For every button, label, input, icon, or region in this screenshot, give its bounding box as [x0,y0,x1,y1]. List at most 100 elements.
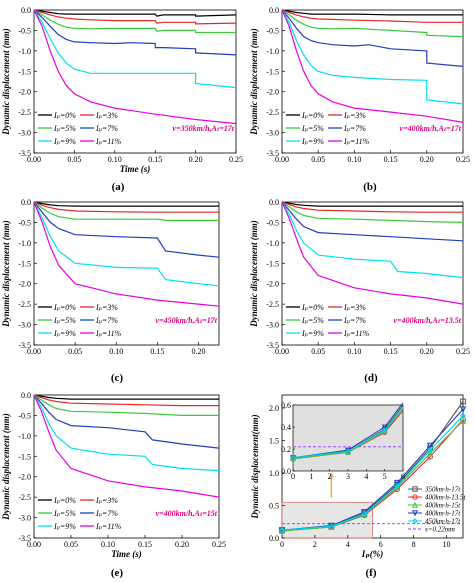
x-tick-label: 0.00 [27,155,41,164]
x-tick-label: 0.05 [68,347,82,356]
series-line [33,201,220,287]
x-tick-label: 0.15 [384,347,398,356]
plot-frame [33,201,220,346]
legend-label: Iₚ=9% [301,329,324,338]
y-tick-label: -3.5 [266,149,279,158]
y-axis-label: Dynamic displacement (mm) [1,220,11,327]
x-tick-label: 0.10 [347,347,361,356]
x-tick-label: 6 [379,540,383,549]
series-line [33,9,237,25]
panel-e: 0.00 0.05 0.10 0.15 0.20 0.25 0.0 -0.5 -1.0 -1.5 -… [1,391,226,559]
y-tick-label: 0.0 [269,6,279,15]
data-point [460,416,466,423]
condition-annotation: v=400km/h,Aₗ=15t [156,509,218,518]
y-tick-label: -3.5 [18,341,31,350]
data-point [412,494,418,500]
data-point [412,486,418,492]
inset-series-line [292,407,404,460]
legend-label: Iₚ=11% [343,329,370,338]
x-tick-label: 0.20 [189,155,203,164]
y-tick-label: -1.5 [18,452,31,461]
x-tick-label: 0.15 [384,155,398,164]
series-line [281,9,464,105]
x-tick-label: 4 [346,540,350,549]
series-line [281,420,464,532]
data-point [394,482,401,490]
data-point [278,527,286,534]
panel-f: 0 2 4 6 8 100.00.51.01.52.0Iₚ(%)Dynamic displ… [250,394,467,559]
y-tick-label: -2.5 [266,300,279,309]
y-tick-label: -1.0 [18,47,31,56]
x-tick-label: 0.25 [456,347,470,356]
data-point [381,424,388,431]
zoom-arrow-head [328,473,335,478]
data-point [328,523,335,530]
y-tick-label: -1.0 [18,432,31,441]
x-tick-label: 0.15 [148,155,162,164]
y-tick-label: -2.5 [266,108,279,117]
inset-x-tick-label: 2 [328,472,332,481]
x-axis-label: Time (s) [111,549,141,559]
y-tick-label: -3.5 [18,534,31,543]
panel-label: (b) [363,181,377,193]
x-tick-label: 0.20 [191,347,205,356]
y-tick-label: -3.0 [266,129,279,138]
panel-c: 0.00 0.05 0.10 0.15 0.20 0.0 -0.5 -1.0 -1.5 -2.0 -… [1,198,220,356]
x-tick-label: 0.15 [138,540,152,549]
legend-label: Iₚ=5% [301,316,324,325]
data-point [290,455,296,461]
plot-frame [281,201,464,346]
series-line [281,201,463,213]
data-point [426,447,434,454]
legend-label: Iₚ=3% [95,303,118,312]
series-line [33,201,219,221]
series-line [33,394,220,449]
inset-series-line [292,406,404,459]
y-tick-label: -2.0 [266,280,279,289]
data-point [459,417,467,424]
y-axis-label: Dynamic displacement(mm) [250,414,260,519]
legend-label: Iₚ=9% [301,137,324,146]
series-line [33,394,219,400]
y-tick-label: -3.5 [18,149,31,158]
legend-label: Iₚ=11% [95,137,122,146]
x-tick-label: 0.25 [229,155,243,164]
x-tick-label: 0.00 [27,347,41,356]
inset-x-tick-label: 0 [291,472,295,481]
y-tick-label: -2.5 [18,108,31,117]
y-tick-label: 0.0 [21,198,31,207]
x-tick-label: 0.20 [175,540,189,549]
y-tick-label: -2.0 [18,88,31,97]
y-axis-label: Dynamic displacement (mm) [1,413,11,520]
inset-x-tick-label: 3 [346,472,350,481]
y-tick-label: 0.0 [269,198,279,207]
y-tick-label: -1.0 [18,239,31,248]
data-point [459,412,467,419]
series-line [33,201,219,213]
y-tick-label: -0.5 [18,411,31,420]
y-tick-label: -3.0 [18,514,31,523]
y-tick-label: -1.5 [266,67,279,76]
inset-x-tick-label: 6 [401,472,405,481]
series-line [33,9,237,56]
x-tick-label: 0.05 [311,347,325,356]
data-point [411,510,419,517]
y-tick-label: -3.0 [18,129,31,138]
data-point [361,510,368,518]
legend-label: 400km·h-13.5t [425,494,466,502]
condition-annotation: v=450km/h,Aₗ=17t [156,316,218,325]
x-tick-label: 8 [412,540,416,549]
y-tick-label: 0.5 [269,502,279,511]
data-point [411,501,419,508]
y-tick-label: -1.5 [266,259,279,268]
series-line [33,9,237,17]
inset-x-tick-label: 5 [383,472,387,481]
series-line [33,9,236,34]
panel-b: 0.00 0.05 0.10 0.15 0.20 0.25 0.0 -0.5 -1.0 -1.5 -… [249,6,470,164]
data-point [361,509,368,516]
y-tick-label: 0.0 [21,391,31,400]
legend-label: Iₚ=9% [53,522,76,531]
legend-label: Iₚ=11% [95,329,122,338]
series-line [281,201,463,207]
